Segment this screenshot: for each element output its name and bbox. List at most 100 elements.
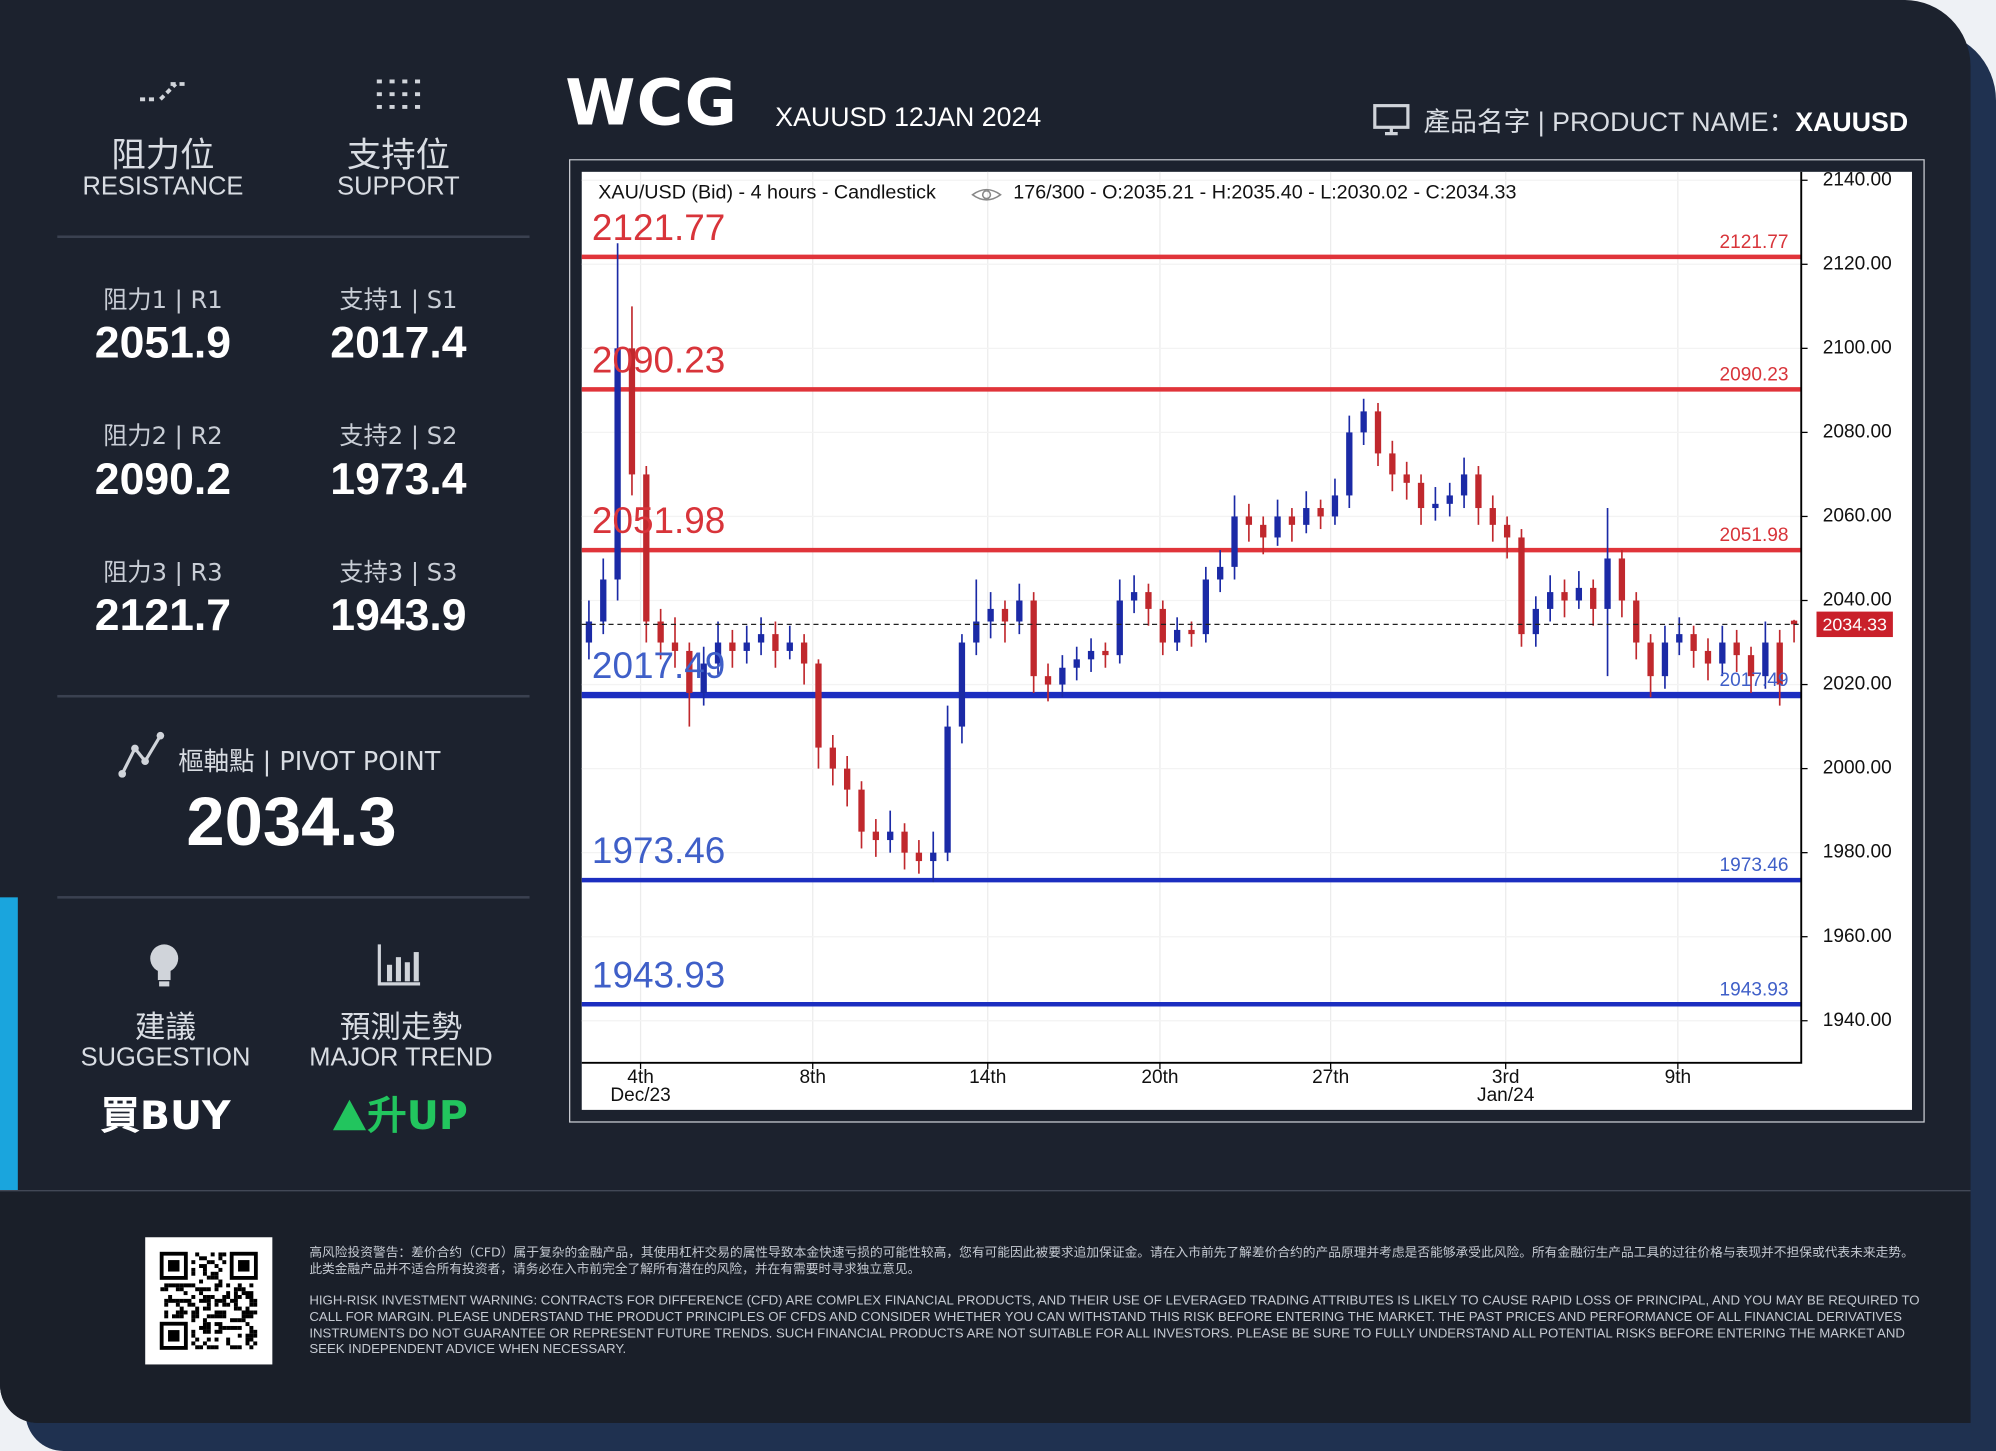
qr-module	[175, 1287, 180, 1292]
candle-body	[1460, 474, 1468, 496]
candle-body	[1647, 642, 1654, 677]
qr-module	[237, 1283, 242, 1288]
trend-subtitle: MAJOR TREND	[309, 1043, 493, 1072]
qr-module	[164, 1287, 169, 1292]
candle-body	[1202, 579, 1209, 635]
qr-module	[164, 1314, 169, 1319]
current-price-label: 2034.33	[1823, 614, 1887, 634]
qr-finder	[168, 1330, 180, 1342]
r-label: 阻力2 | R2	[103, 422, 223, 451]
level-label: 2090.23	[592, 339, 725, 380]
candle-body	[1303, 508, 1310, 525]
candle-body	[1503, 524, 1511, 538]
level-label: 2017.49	[592, 645, 725, 686]
candle-body	[901, 831, 908, 853]
level-label: 2051.98	[592, 500, 725, 541]
candle-body	[1116, 600, 1123, 656]
candle-body	[1532, 608, 1539, 635]
candle-body	[1432, 503, 1439, 509]
qr-module	[206, 1325, 211, 1330]
qr-module	[222, 1302, 227, 1307]
qr-module	[202, 1325, 207, 1330]
candle-body	[1016, 600, 1023, 622]
y-tick-label: 1940.00	[1823, 1010, 1892, 1031]
x-tick-label: 4th	[627, 1067, 654, 1088]
candle-body	[887, 831, 894, 841]
qr-module	[214, 1310, 219, 1315]
qr-module	[241, 1291, 246, 1296]
qr-module	[191, 1267, 196, 1272]
chart-subtitle: 176/300 - O:2035.21 - H:2035.40 - L:2030…	[1013, 182, 1516, 204]
qr-module	[253, 1298, 258, 1303]
candle-body	[1690, 634, 1697, 651]
level-label: 2121.77	[592, 207, 725, 248]
y-tick-label: 2020.00	[1823, 674, 1892, 695]
candle-body	[1188, 629, 1195, 635]
s-label: 支持1 | S1	[339, 286, 458, 315]
qr-finder	[159, 1251, 188, 1280]
qr-module	[249, 1314, 254, 1319]
qr-module	[245, 1337, 250, 1342]
qr-module	[214, 1337, 219, 1342]
candle-body	[1547, 592, 1554, 609]
candle-body	[1776, 642, 1783, 685]
candle-body	[1260, 524, 1267, 538]
qr-module	[191, 1302, 196, 1307]
qr-module	[222, 1298, 227, 1303]
qr-module	[210, 1295, 215, 1299]
product-value: XAUUSD	[1795, 108, 1909, 138]
candle-body	[585, 621, 593, 643]
qr-module	[218, 1279, 223, 1284]
accent-stripe	[0, 897, 18, 1191]
qr-module	[214, 1287, 219, 1292]
y-tick-label: 2000.00	[1823, 758, 1892, 779]
qr-module	[249, 1291, 254, 1296]
qr-module	[199, 1287, 204, 1292]
qr-module	[226, 1341, 231, 1346]
qr-module	[175, 1310, 180, 1315]
trend-value-box: 升UP	[332, 1083, 468, 1140]
qr-module	[245, 1310, 250, 1315]
qr-module	[206, 1295, 211, 1299]
qr-module	[195, 1314, 200, 1319]
candle-body	[1087, 650, 1095, 660]
y-tick-label: 1980.00	[1823, 842, 1892, 863]
qr-module	[214, 1314, 219, 1319]
disclaimer-zh: 高风险投资警告：差价合约（CFD）属于复杂的金融产品，其使用杠杆交易的属性导致本…	[309, 1246, 1914, 1277]
bulb-icon	[150, 944, 179, 987]
qr-module	[237, 1295, 242, 1299]
qr-module	[249, 1329, 254, 1334]
qr-module	[160, 1287, 165, 1292]
qr-module	[191, 1295, 196, 1299]
candle-body	[1331, 495, 1339, 517]
qr-module	[191, 1333, 196, 1338]
qr-module	[168, 1295, 173, 1299]
candle-body	[858, 789, 865, 832]
qr-module	[214, 1298, 219, 1303]
candle-body	[1590, 587, 1597, 609]
candle-body	[1360, 411, 1367, 433]
qr-module	[233, 1318, 238, 1323]
trend-value: 升UP	[367, 1093, 468, 1140]
candle-body	[1389, 453, 1396, 475]
qr-module	[214, 1264, 219, 1268]
candle-body	[800, 642, 808, 664]
candle-body	[1159, 608, 1166, 643]
qr-module	[226, 1337, 231, 1342]
qr-module	[214, 1271, 219, 1276]
qr-module	[245, 1322, 250, 1327]
qr-module	[249, 1295, 254, 1299]
qr-module	[237, 1287, 242, 1292]
qr-module	[249, 1345, 254, 1350]
logo: WCG	[565, 66, 739, 141]
qr-module	[210, 1275, 215, 1280]
current-price-tag	[1816, 611, 1893, 638]
level-axis-label: 2121.77	[1720, 232, 1789, 253]
candle-body	[1231, 516, 1238, 567]
qr-module	[237, 1306, 242, 1311]
qr-module	[206, 1275, 211, 1280]
candle-body	[1446, 495, 1453, 504]
qr-module	[191, 1329, 196, 1334]
candle-body	[915, 852, 923, 862]
pivot-icon	[118, 731, 165, 778]
